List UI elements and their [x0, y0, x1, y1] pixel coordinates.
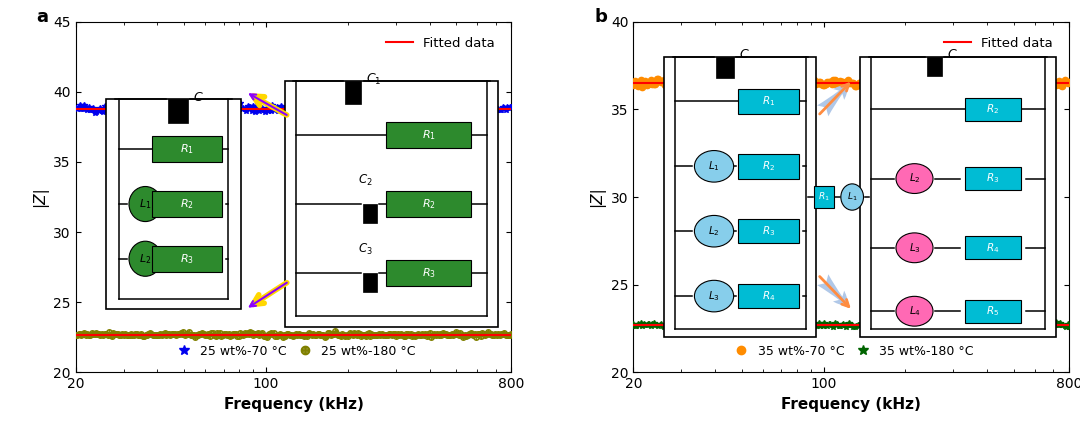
- Text: $L_3$: $L_3$: [708, 289, 720, 303]
- Ellipse shape: [129, 187, 162, 222]
- Text: $L_4$: $L_4$: [908, 304, 920, 318]
- Ellipse shape: [841, 184, 864, 210]
- FancyBboxPatch shape: [738, 219, 799, 243]
- FancyBboxPatch shape: [664, 57, 816, 337]
- FancyBboxPatch shape: [152, 136, 221, 162]
- Text: $R_3$: $R_3$: [986, 171, 1000, 185]
- Text: $C$: $C$: [739, 48, 750, 61]
- Text: b: b: [594, 8, 607, 26]
- FancyBboxPatch shape: [345, 81, 362, 104]
- FancyBboxPatch shape: [387, 122, 471, 149]
- Text: $L_1$: $L_1$: [139, 197, 151, 211]
- FancyBboxPatch shape: [964, 98, 1022, 121]
- Ellipse shape: [694, 216, 733, 247]
- Legend: 35 wt%-70 °C, 35 wt%-180 °C: 35 wt%-70 °C, 35 wt%-180 °C: [724, 339, 978, 362]
- Text: $R_2$: $R_2$: [762, 159, 775, 173]
- Text: $C_2$: $C_2$: [359, 173, 373, 188]
- Text: $R_5$: $R_5$: [986, 304, 999, 318]
- FancyBboxPatch shape: [927, 57, 942, 76]
- FancyBboxPatch shape: [387, 260, 471, 286]
- Text: $R_4$: $R_4$: [761, 289, 775, 303]
- FancyBboxPatch shape: [152, 191, 221, 217]
- Text: $C$: $C$: [193, 90, 204, 103]
- FancyBboxPatch shape: [814, 186, 834, 208]
- Text: $R_1$: $R_1$: [761, 94, 775, 108]
- Y-axis label: |Z|: |Z|: [31, 187, 48, 207]
- Y-axis label: |Z|: |Z|: [590, 187, 606, 207]
- FancyBboxPatch shape: [387, 191, 471, 217]
- Text: $L_2$: $L_2$: [708, 224, 720, 238]
- FancyBboxPatch shape: [716, 57, 733, 78]
- Text: $R_3$: $R_3$: [179, 252, 193, 265]
- FancyBboxPatch shape: [363, 204, 377, 223]
- FancyBboxPatch shape: [738, 89, 799, 114]
- FancyBboxPatch shape: [363, 273, 377, 292]
- Ellipse shape: [896, 296, 933, 326]
- FancyBboxPatch shape: [964, 167, 1022, 190]
- FancyBboxPatch shape: [168, 99, 188, 123]
- Text: $L_2$: $L_2$: [908, 171, 920, 185]
- Text: $R_2$: $R_2$: [986, 103, 999, 116]
- X-axis label: Frequency (kHz): Frequency (kHz): [224, 397, 364, 412]
- Text: $L_3$: $L_3$: [908, 241, 920, 255]
- Text: $L_1$: $L_1$: [708, 159, 720, 173]
- FancyBboxPatch shape: [964, 236, 1022, 259]
- Text: $R_4$: $R_4$: [986, 241, 1000, 255]
- Ellipse shape: [694, 151, 733, 182]
- X-axis label: Frequency (kHz): Frequency (kHz): [781, 397, 921, 412]
- Legend: 25 wt%-70 °C, 25 wt%-180 °C: 25 wt%-70 °C, 25 wt%-180 °C: [166, 339, 421, 362]
- Text: $L_2$: $L_2$: [139, 252, 151, 265]
- FancyBboxPatch shape: [860, 57, 1056, 337]
- FancyBboxPatch shape: [106, 99, 241, 309]
- Ellipse shape: [896, 233, 933, 263]
- Text: a: a: [37, 8, 49, 26]
- FancyBboxPatch shape: [285, 81, 498, 327]
- Text: $R_1$: $R_1$: [819, 191, 831, 203]
- FancyBboxPatch shape: [964, 300, 1022, 323]
- Text: $R_1$: $R_1$: [422, 129, 436, 142]
- Text: $R_2$: $R_2$: [422, 197, 435, 211]
- Text: $R_1$: $R_1$: [179, 142, 193, 156]
- Ellipse shape: [129, 241, 162, 276]
- FancyBboxPatch shape: [738, 284, 799, 308]
- Text: $C$: $C$: [946, 48, 957, 61]
- Text: $R_3$: $R_3$: [422, 266, 436, 280]
- Text: $C_1$: $C_1$: [366, 72, 381, 87]
- Ellipse shape: [694, 280, 733, 312]
- FancyBboxPatch shape: [738, 154, 799, 178]
- Text: $R_2$: $R_2$: [179, 197, 193, 211]
- Text: $L_1$: $L_1$: [847, 191, 858, 203]
- Ellipse shape: [896, 164, 933, 194]
- Text: $R_3$: $R_3$: [761, 224, 775, 238]
- Text: $C_3$: $C_3$: [359, 242, 373, 257]
- FancyBboxPatch shape: [152, 246, 221, 272]
